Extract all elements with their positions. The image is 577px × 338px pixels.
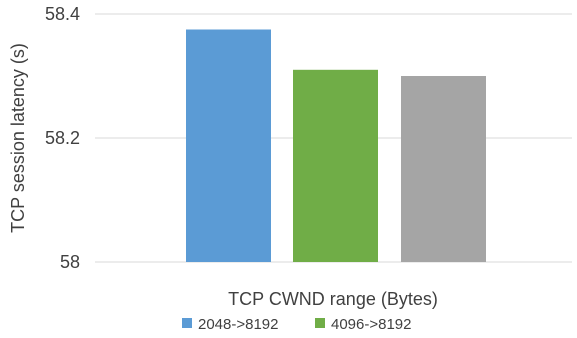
y-tick-labels: 58 58.2 58.4 — [45, 4, 80, 272]
bar — [186, 29, 271, 262]
y-axis-title: TCP session latency (s) — [8, 43, 28, 233]
bar — [293, 69, 378, 262]
legend-label: 2048->8192 — [198, 316, 279, 333]
legend-swatch — [182, 318, 192, 328]
bar — [401, 76, 486, 262]
x-axis-title: TCP CWND range (Bytes) — [228, 289, 438, 309]
bars — [186, 29, 486, 262]
y-tick-label: 58 — [60, 252, 80, 272]
legend-swatch — [315, 318, 325, 328]
legend: 2048->8192 4096->8192 — [182, 316, 412, 333]
y-tick-label: 58.2 — [45, 128, 80, 148]
legend-label: 4096->8192 — [331, 316, 412, 333]
y-tick-label: 58.4 — [45, 4, 80, 24]
